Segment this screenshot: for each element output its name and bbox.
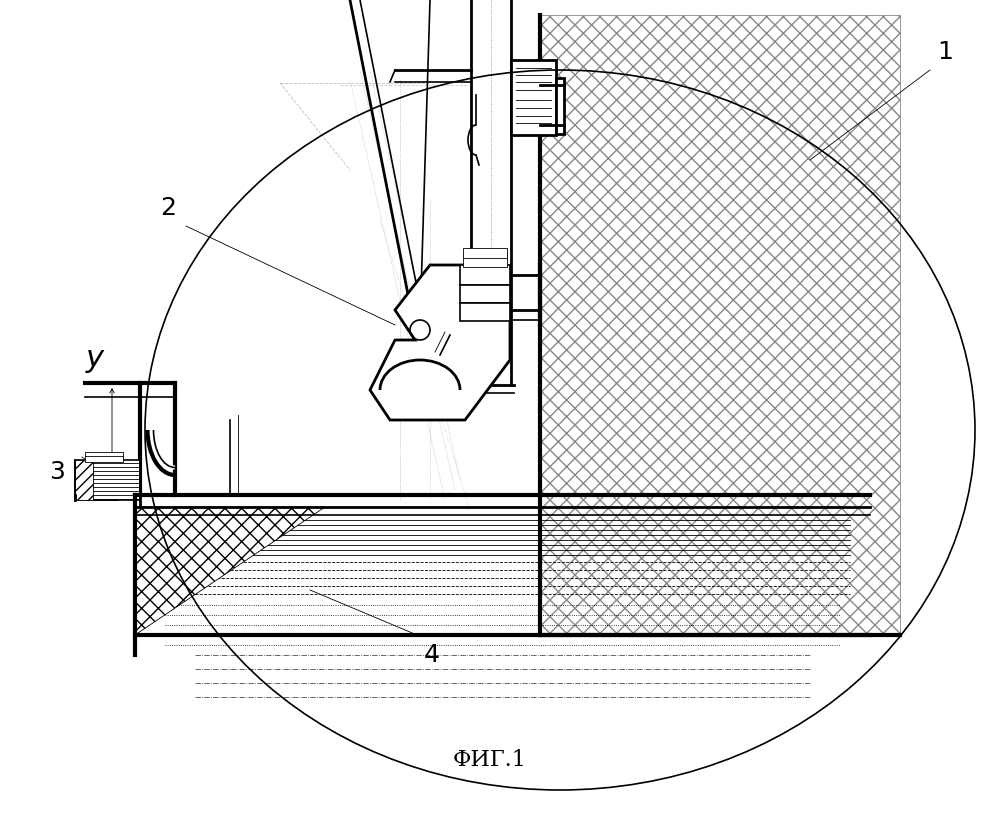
Text: 2: 2	[160, 196, 176, 220]
Text: ФИГ.1: ФИГ.1	[454, 749, 526, 771]
Text: 1: 1	[937, 40, 953, 64]
Text: 3: 3	[49, 460, 65, 484]
Bar	[460, 285, 510, 303]
Text: y: y	[86, 344, 104, 372]
Polygon shape	[135, 507, 325, 635]
Bar	[511, 60, 556, 135]
Bar	[540, 15, 900, 635]
Bar	[460, 303, 510, 321]
Bar	[463, 255, 507, 267]
Bar	[460, 265, 510, 285]
Bar	[85, 452, 123, 462]
Bar	[75, 460, 93, 500]
Bar	[463, 248, 507, 258]
Polygon shape	[370, 265, 510, 420]
Bar	[469, 0, 513, 385]
Bar	[556, 78, 564, 134]
Bar	[75, 460, 140, 500]
Text: 4: 4	[424, 643, 440, 667]
